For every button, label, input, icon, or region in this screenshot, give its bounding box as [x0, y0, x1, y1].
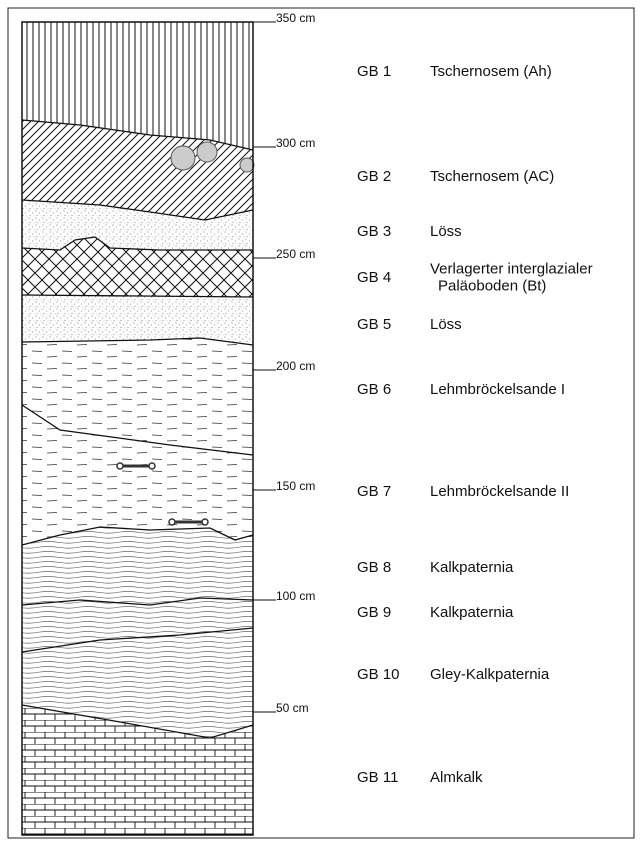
depth-label: 100 cm — [276, 589, 315, 603]
layer-id: GB 1 — [357, 63, 391, 80]
layer-id: GB 9 — [357, 604, 391, 621]
layer-id: GB 10 — [357, 666, 400, 683]
layer-pattern — [22, 705, 253, 835]
layer-boundary — [21, 294, 254, 298]
bone-end — [168, 518, 176, 526]
depth-label: 200 cm — [276, 359, 315, 373]
layer-id: GB 4 — [357, 269, 391, 286]
bone-end — [148, 462, 156, 470]
pebble — [239, 157, 255, 173]
pebble — [170, 145, 196, 171]
depth-label: 300 cm — [276, 136, 315, 150]
bone-end — [201, 518, 209, 526]
layer-name: Lehmbröckelsande II — [430, 483, 569, 500]
layer-name: Gley-Kalkpaternia — [430, 666, 550, 683]
depth-label: 150 cm — [276, 479, 315, 493]
layer-boundary — [21, 404, 254, 456]
depth-label: 350 cm — [276, 11, 315, 25]
layer-boundary — [21, 337, 254, 346]
layer-name: Löss — [430, 223, 462, 240]
layer-id: GB 7 — [357, 483, 391, 500]
layer-name: Kalkpaternia — [430, 559, 514, 576]
layer-name: Tschernosem (Ah) — [430, 63, 552, 80]
layer-name: Almkalk — [430, 769, 483, 786]
layer-name: Paläoboden (Bt) — [438, 277, 546, 294]
layer-id: GB 2 — [357, 168, 391, 185]
layer-name: Lehmbröckelsande I — [430, 381, 565, 398]
layer-id: GB 5 — [357, 316, 391, 333]
labels: 350 cm 300 cm 250 cm 200 cm 150 cm 100 cm 50 c… — [253, 11, 593, 786]
layer-boundary — [21, 199, 254, 221]
bone-end — [116, 462, 124, 470]
layer-name: Tschernosem (AC) — [430, 168, 554, 185]
layer-boundary — [21, 627, 254, 653]
layer-boundary — [21, 704, 254, 739]
layer-name: Verlagerter interglazialer — [430, 260, 593, 277]
layer-boundary — [21, 526, 254, 546]
layer-id: GB 8 — [357, 559, 391, 576]
layer-name: Löss — [430, 316, 462, 333]
layer-boundary — [21, 119, 254, 151]
soil-column — [21, 21, 255, 836]
depth-label: 250 cm — [276, 247, 315, 261]
depth-label: 50 cm — [276, 701, 309, 715]
column-border — [21, 21, 254, 836]
layer-boundary — [21, 597, 254, 606]
layer-boundary — [21, 236, 253, 251]
layer-id: GB 3 — [357, 223, 391, 240]
layer-id: GB 11 — [357, 769, 398, 786]
pebble — [196, 141, 218, 163]
layer-name: Kalkpaternia — [430, 604, 514, 621]
frame — [7, 7, 635, 839]
layer-id: GB 6 — [357, 381, 391, 398]
